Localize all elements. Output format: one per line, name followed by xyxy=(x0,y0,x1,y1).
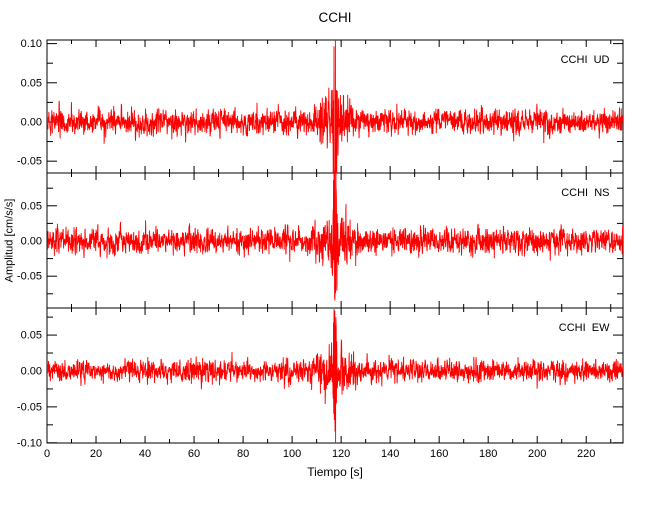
svg-text:-0.10: -0.10 xyxy=(17,437,42,449)
svg-text:40: 40 xyxy=(139,448,151,460)
svg-text:200: 200 xyxy=(528,448,546,460)
svg-text:0.00: 0.00 xyxy=(21,116,42,128)
svg-text:CCHI UD: CCHI UD xyxy=(561,54,610,66)
svg-text:-0.05: -0.05 xyxy=(17,401,42,413)
svg-text:0.05: 0.05 xyxy=(21,330,42,342)
svg-text:0.10: 0.10 xyxy=(21,38,42,50)
svg-text:140: 140 xyxy=(381,448,399,460)
svg-text:160: 160 xyxy=(430,448,448,460)
svg-text:220: 220 xyxy=(577,448,595,460)
svg-text:100: 100 xyxy=(283,448,301,460)
svg-text:0.05: 0.05 xyxy=(21,77,42,89)
svg-text:0.00: 0.00 xyxy=(21,235,42,247)
svg-text:-0.05: -0.05 xyxy=(17,271,42,283)
svg-text:120: 120 xyxy=(332,448,350,460)
svg-text:Tiempo [s]: Tiempo [s] xyxy=(307,465,363,479)
svg-text:CCHI: CCHI xyxy=(319,10,352,25)
svg-text:CCHI EW: CCHI EW xyxy=(559,322,610,334)
svg-text:0.05: 0.05 xyxy=(21,200,42,212)
svg-text:0.00: 0.00 xyxy=(21,365,42,377)
svg-text:60: 60 xyxy=(188,448,200,460)
svg-text:CCHI NS: CCHI NS xyxy=(561,187,609,199)
svg-text:80: 80 xyxy=(237,448,249,460)
svg-text:180: 180 xyxy=(479,448,497,460)
svg-text:Amplitud [cm/s/s]: Amplitud [cm/s/s] xyxy=(4,199,16,283)
svg-text:-0.05: -0.05 xyxy=(17,156,42,168)
svg-text:0: 0 xyxy=(44,448,50,460)
svg-text:20: 20 xyxy=(90,448,102,460)
